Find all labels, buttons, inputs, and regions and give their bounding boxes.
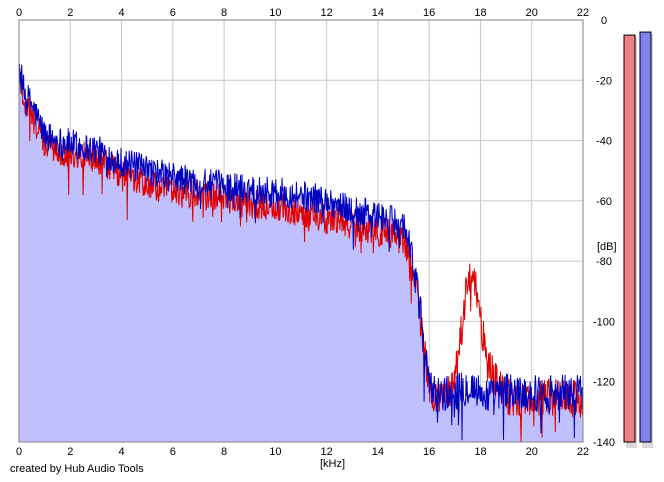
x-tick-label-top: 12 <box>321 7 333 19</box>
y-tick-label: -100 <box>593 316 615 328</box>
series-line-red <box>18 67 584 443</box>
y-tick-label: -140 <box>593 437 615 449</box>
x-tick-label-bottom: 22 <box>577 446 589 458</box>
x-tick-label-top: 14 <box>372 7 384 19</box>
x-tick-label-top: 2 <box>67 7 73 19</box>
x-tick-label-bottom: 8 <box>221 446 227 458</box>
x-tick-label-bottom: 18 <box>474 446 486 458</box>
level-meter-bar <box>639 31 652 443</box>
y-axis-label: [dB] <box>597 241 617 253</box>
series-line-blue <box>18 63 584 441</box>
x-tick-label-bottom: 12 <box>321 446 333 458</box>
x-tick-label-bottom: 6 <box>170 446 176 458</box>
x-tick-label-top: 18 <box>474 7 486 19</box>
x-tick-label-bottom: 4 <box>118 446 124 458</box>
x-tick-label-top: 6 <box>170 7 176 19</box>
x-tick-label-top: 22 <box>577 7 589 19</box>
x-tick-label-top: 16 <box>423 7 435 19</box>
x-tick-label-bottom: 20 <box>526 446 538 458</box>
y-tick-label: -80 <box>596 256 612 268</box>
x-tick-label-bottom: 10 <box>269 446 281 458</box>
x-axis-label: [kHz] <box>320 458 346 470</box>
x-tick-label-top: 4 <box>118 7 124 19</box>
x-tick-label-top: 0 <box>16 7 22 19</box>
x-tick-label-bottom: 2 <box>67 446 73 458</box>
chart-axes: 0 2 4 6 8 10 12 14 16 18 20 22 0 2 4 6 8 10 12 14 16 18 20 22 0 -… <box>16 7 615 458</box>
x-tick-label-bottom: 0 <box>16 446 22 458</box>
x-tick-label-top: 20 <box>526 7 538 19</box>
footer-credit: created by Hub Audio Tools <box>10 463 144 475</box>
level-meter-bar <box>623 34 636 443</box>
y-tick-label: -20 <box>596 75 612 87</box>
series-layer <box>18 63 584 443</box>
x-tick-label-bottom: 14 <box>372 446 384 458</box>
series-area-fill <box>19 63 583 443</box>
x-tick-label-bottom: 16 <box>423 446 435 458</box>
y-tick-label: -120 <box>593 377 615 389</box>
y-tick-label: 0 <box>601 15 607 27</box>
plot-frame <box>18 19 584 443</box>
x-tick-label-top: 10 <box>269 7 281 19</box>
y-tick-label: -40 <box>596 136 612 148</box>
level-meters <box>623 31 653 449</box>
x-tick-label-top: 8 <box>221 7 227 19</box>
y-tick-label: -60 <box>596 196 612 208</box>
